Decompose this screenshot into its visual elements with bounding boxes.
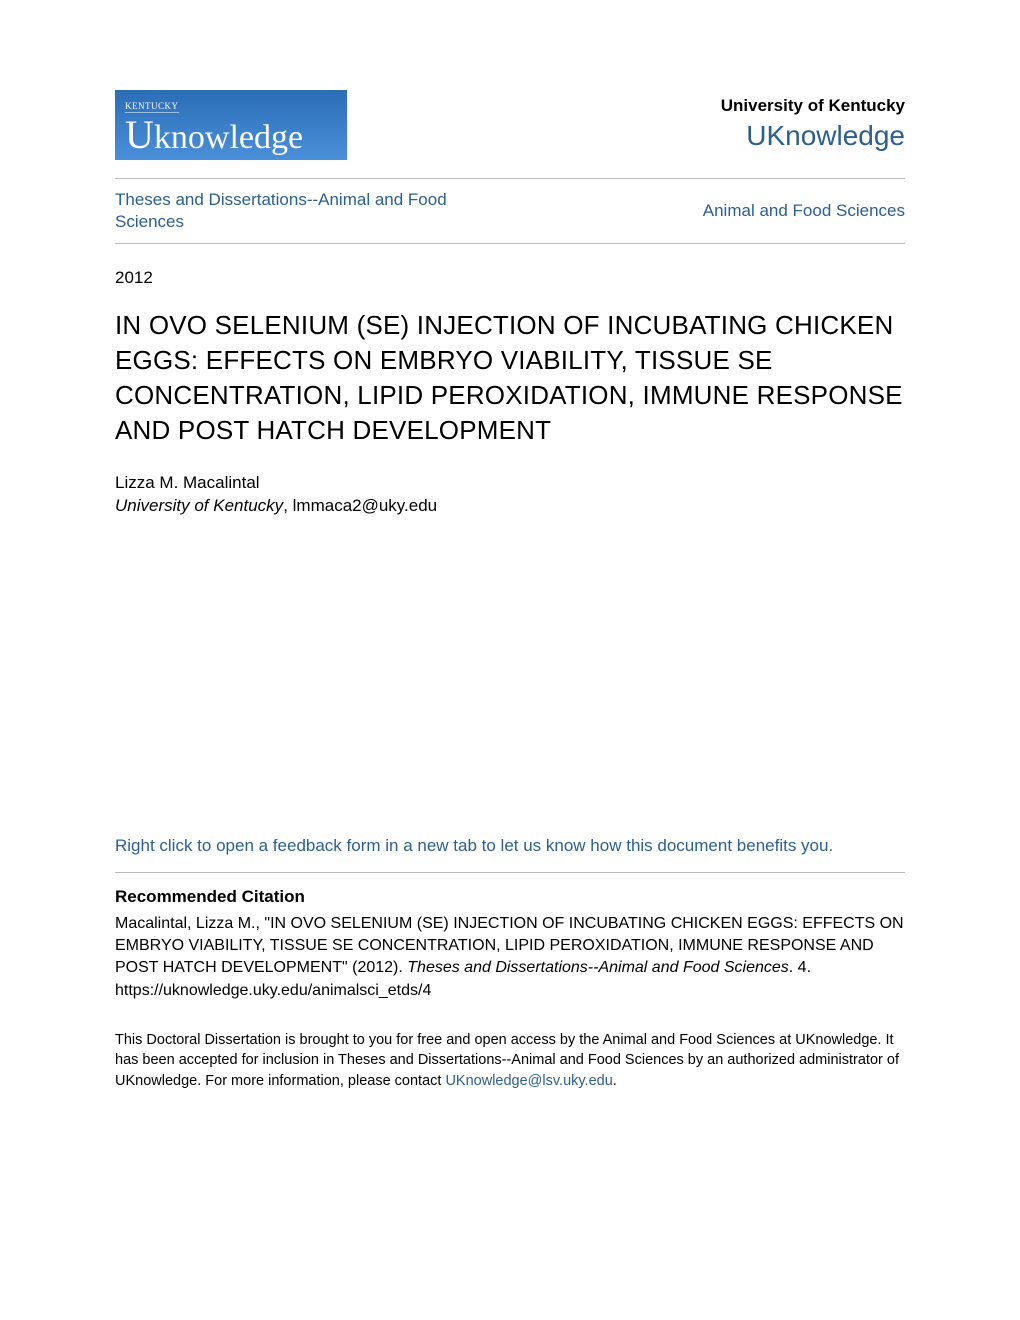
citation-url: https://uknowledge.uky.edu/animalsci_etd… bbox=[115, 982, 431, 999]
divider bbox=[115, 243, 905, 244]
publication-year: 2012 bbox=[115, 268, 905, 288]
collection-link[interactable]: Theses and Dissertations--Animal and Foo… bbox=[115, 189, 515, 233]
citation-text: Macalintal, Lizza M., "IN OVO SELENIUM (… bbox=[115, 913, 905, 1003]
author-name: Lizza M. Macalintal bbox=[115, 473, 905, 493]
university-name: University of Kentucky bbox=[721, 96, 905, 116]
department-link[interactable]: Animal and Food Sciences bbox=[703, 201, 905, 221]
author-affiliation: University of Kentucky bbox=[115, 496, 283, 515]
citation-heading: Recommended Citation bbox=[115, 887, 905, 907]
spacer bbox=[115, 516, 905, 836]
author-affiliation-line: University of Kentucky, lmmaca2@uky.edu bbox=[115, 496, 905, 516]
citation-post: . 4. bbox=[789, 959, 811, 976]
author-email: , lmmaca2@uky.edu bbox=[283, 496, 437, 515]
footer-contact-link[interactable]: UKnowledge@lsv.uky.edu bbox=[445, 1073, 612, 1089]
divider bbox=[115, 872, 905, 873]
header: KENTUCKY UUknowledgeknowledge University… bbox=[115, 90, 905, 160]
uknowledge-logo[interactable]: KENTUCKY UUknowledgeknowledge bbox=[115, 90, 347, 160]
header-right: University of Kentucky UKnowledge bbox=[721, 90, 905, 152]
logo-main-text: UUknowledgeknowledge bbox=[125, 115, 337, 155]
document-title: IN OVO SELENIUM (SE) INJECTION OF INCUBA… bbox=[115, 308, 905, 448]
author-block: Lizza M. Macalintal University of Kentuc… bbox=[115, 473, 905, 516]
portal-link[interactable]: UKnowledge bbox=[721, 120, 905, 152]
feedback-link[interactable]: Right click to open a feedback form in a… bbox=[115, 836, 905, 856]
citation-series: Theses and Dissertations--Animal and Foo… bbox=[407, 959, 789, 976]
footer-post: . bbox=[613, 1073, 617, 1089]
footer-text: This Doctoral Dissertation is brought to… bbox=[115, 1030, 905, 1091]
breadcrumb: Theses and Dissertations--Animal and Foo… bbox=[115, 179, 905, 243]
